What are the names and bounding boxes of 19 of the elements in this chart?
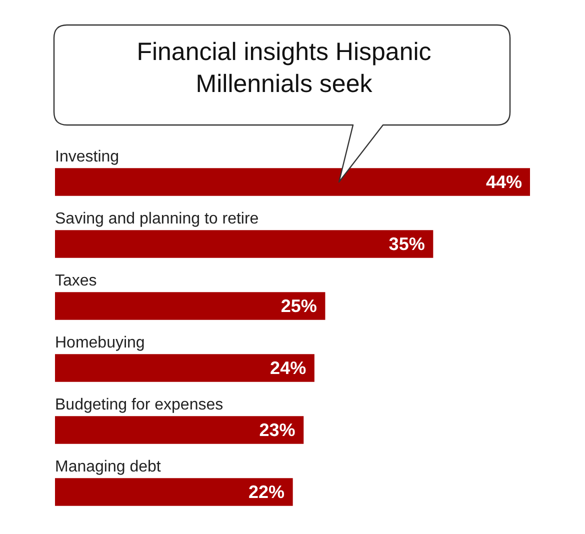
data-label: 44% — [486, 172, 522, 192]
bar — [55, 354, 314, 382]
y-tick-label: Homebuying — [55, 334, 145, 352]
bar — [55, 168, 530, 196]
y-tick-label: Budgeting for expenses — [55, 396, 224, 414]
data-label: 23% — [259, 420, 296, 440]
y-tick-label: Saving and planning to retire — [55, 210, 259, 228]
bar — [55, 230, 434, 258]
data-label: 35% — [388, 234, 425, 254]
data-label: 25% — [280, 296, 317, 316]
y-tick-label: Taxes — [55, 272, 97, 290]
chart-title: Financial insights Hispanic Millennials seek — [136, 37, 432, 100]
bar — [55, 292, 326, 320]
data-label: 22% — [248, 482, 284, 502]
y-tick-label: Investing — [55, 148, 120, 166]
bar — [55, 478, 293, 506]
y-tick-label: Managing debt — [55, 458, 162, 476]
data-label: 24% — [270, 358, 306, 378]
bar — [55, 416, 304, 444]
